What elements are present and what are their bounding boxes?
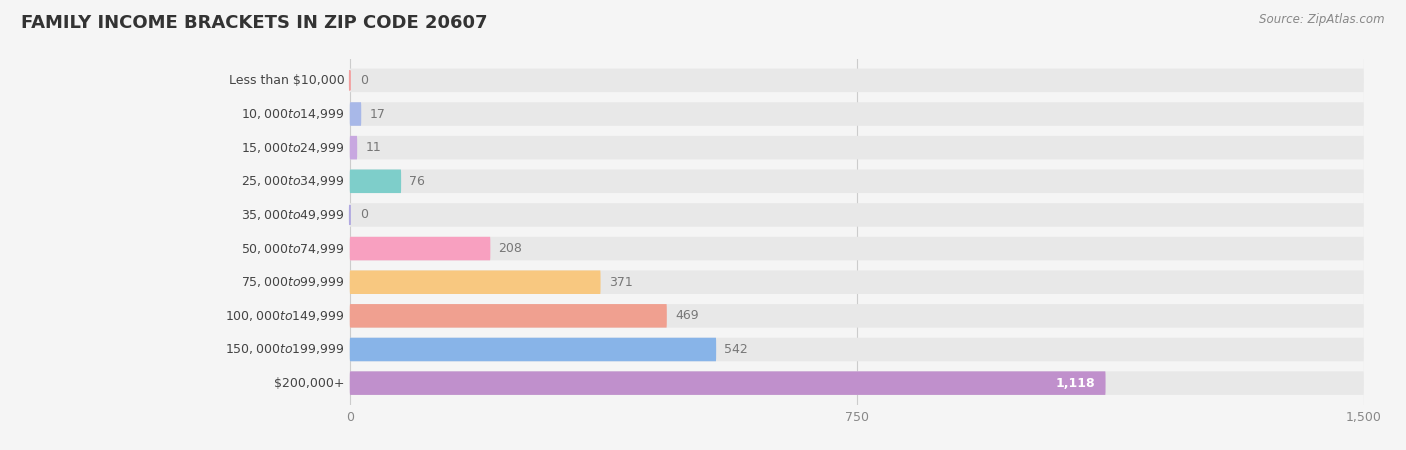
Text: 469: 469 — [675, 309, 699, 322]
Text: 0: 0 — [360, 74, 368, 87]
Text: $15,000 to $24,999: $15,000 to $24,999 — [240, 141, 344, 155]
FancyBboxPatch shape — [350, 270, 600, 294]
Text: 208: 208 — [499, 242, 523, 255]
FancyBboxPatch shape — [350, 102, 361, 126]
FancyBboxPatch shape — [350, 304, 666, 328]
Text: $10,000 to $14,999: $10,000 to $14,999 — [240, 107, 344, 121]
FancyBboxPatch shape — [350, 170, 1364, 193]
Text: 371: 371 — [609, 276, 633, 289]
Text: $25,000 to $34,999: $25,000 to $34,999 — [240, 174, 344, 188]
Text: FAMILY INCOME BRACKETS IN ZIP CODE 20607: FAMILY INCOME BRACKETS IN ZIP CODE 20607 — [21, 14, 488, 32]
FancyBboxPatch shape — [350, 371, 1105, 395]
Text: $50,000 to $74,999: $50,000 to $74,999 — [240, 242, 344, 256]
Text: $75,000 to $99,999: $75,000 to $99,999 — [240, 275, 344, 289]
Text: 1,118: 1,118 — [1056, 377, 1095, 390]
FancyBboxPatch shape — [350, 237, 491, 261]
FancyBboxPatch shape — [350, 371, 1364, 395]
FancyBboxPatch shape — [350, 270, 1364, 294]
FancyBboxPatch shape — [350, 170, 401, 193]
Text: 11: 11 — [366, 141, 381, 154]
FancyBboxPatch shape — [350, 304, 1364, 328]
Text: Less than $10,000: Less than $10,000 — [229, 74, 344, 87]
Text: $200,000+: $200,000+ — [274, 377, 344, 390]
Text: 76: 76 — [409, 175, 425, 188]
Text: 542: 542 — [724, 343, 748, 356]
FancyBboxPatch shape — [350, 102, 1364, 126]
FancyBboxPatch shape — [350, 136, 1364, 159]
Text: Source: ZipAtlas.com: Source: ZipAtlas.com — [1260, 14, 1385, 27]
FancyBboxPatch shape — [350, 338, 1364, 361]
Text: 17: 17 — [370, 108, 385, 121]
FancyBboxPatch shape — [350, 68, 1364, 92]
Text: $100,000 to $149,999: $100,000 to $149,999 — [225, 309, 344, 323]
Text: 0: 0 — [360, 208, 368, 221]
FancyBboxPatch shape — [350, 136, 357, 159]
FancyBboxPatch shape — [350, 338, 716, 361]
Text: $150,000 to $199,999: $150,000 to $199,999 — [225, 342, 344, 356]
Text: $35,000 to $49,999: $35,000 to $49,999 — [240, 208, 344, 222]
FancyBboxPatch shape — [350, 237, 1364, 261]
FancyBboxPatch shape — [350, 203, 1364, 227]
